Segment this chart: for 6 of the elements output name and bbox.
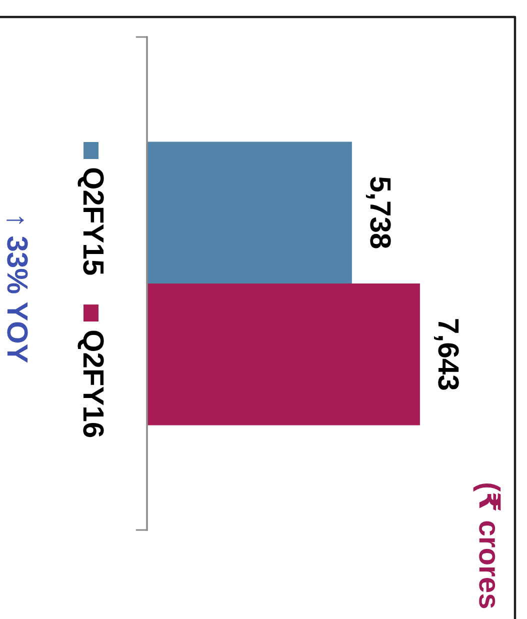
text: (₹ crores [473,483,501,608]
data-label: 5,738 [366,177,391,248]
legend-label: Q2FY16 [78,330,104,438]
text: ↑ 33% YOY [6,216,28,363]
data-label: 7,643 [434,319,459,390]
legend-label: Q2FY15 [78,168,104,275]
